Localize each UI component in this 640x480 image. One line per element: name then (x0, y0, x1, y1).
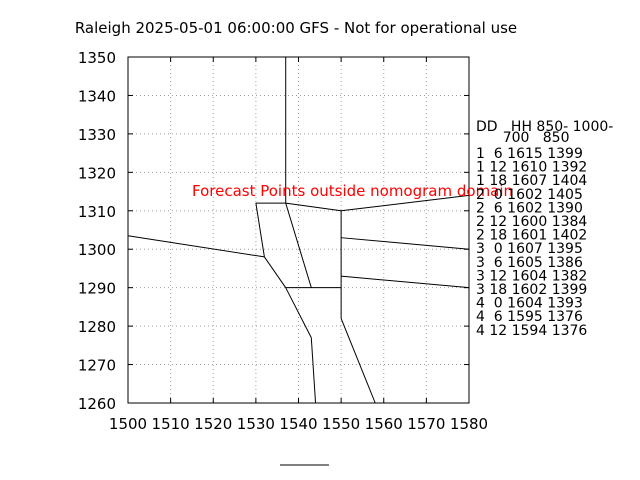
x-tick-label: 1500 (109, 415, 147, 433)
y-tick-label: 1290 (78, 280, 116, 298)
nomogram-line (341, 194, 470, 212)
legend-row: 3 18 1602 1399 (476, 282, 587, 298)
y-axis: 1260 1270 1280 1290 1300 1310 1320 1330 1340 1350 (78, 49, 469, 413)
nomogram-line (263, 256, 287, 288)
legend-row: 4 6 1595 1376 (476, 309, 583, 325)
y-tick-label: 1310 (78, 203, 116, 221)
chart-title: Raleigh 2025-05-01 06:00:00 GFS - Not fo… (75, 19, 517, 37)
y-tick-label: 1260 (78, 395, 116, 413)
chart-annotation: Forecast Points outside nomogram domain (192, 182, 513, 200)
legend-row: 2 12 1600 1384 (476, 214, 587, 230)
legend-row: 2 6 1602 1390 (476, 200, 583, 216)
x-tick-label: 1560 (365, 415, 403, 433)
legend-header: 700 850 (476, 130, 570, 146)
y-tick-label: 1330 (78, 126, 116, 144)
nomogram-line (285, 287, 312, 338)
legend-row: 4 12 1594 1376 (476, 323, 587, 339)
y-tick-label: 1270 (78, 357, 116, 375)
y-tick-label: 1340 (78, 87, 116, 105)
x-tick-label: 1540 (279, 415, 317, 433)
nomogram-line (285, 202, 342, 212)
legend-row: 3 6 1605 1386 (476, 255, 583, 271)
y-tick-label: 1320 (78, 164, 116, 182)
x-tick-label: 1570 (407, 415, 445, 433)
x-tick-label: 1530 (237, 415, 275, 433)
nomogram-line (340, 318, 376, 404)
y-tick-label: 1280 (78, 318, 116, 336)
nomogram-line (127, 235, 265, 258)
x-tick-label: 1580 (450, 415, 488, 433)
legend-row: 4 0 1604 1393 (476, 296, 583, 312)
nomogram-line (310, 337, 317, 404)
y-tick-label: 1350 (78, 49, 116, 67)
legend-row: 1 12 1610 1392 (476, 160, 587, 176)
legend-row: 1 6 1615 1399 (476, 146, 583, 162)
nomogram-line (341, 237, 470, 250)
x-tick-label: 1520 (194, 415, 232, 433)
legend-header: DD HH 850- 1000- (476, 119, 613, 135)
y-tick-label: 1300 (78, 241, 116, 259)
legend-row: 2 0 1602 1405 (476, 187, 583, 203)
nomogram-line (285, 202, 312, 288)
x-tick-label: 1510 (152, 415, 190, 433)
legend-row: 1 18 1607 1404 (476, 173, 587, 189)
nomogram-line (341, 275, 470, 289)
x-axis: 1500 1510 1520 1530 1540 1550 1560 1570 1580 (109, 57, 488, 433)
legend-row: 3 0 1607 1395 (476, 241, 583, 257)
nomogram-line (255, 203, 265, 257)
series-lines (127, 57, 470, 404)
legend-row: 2 18 1601 1402 (476, 228, 587, 244)
grid (128, 57, 469, 403)
legend-row: 3 12 1604 1382 (476, 268, 587, 284)
x-tick-label: 1550 (322, 415, 360, 433)
